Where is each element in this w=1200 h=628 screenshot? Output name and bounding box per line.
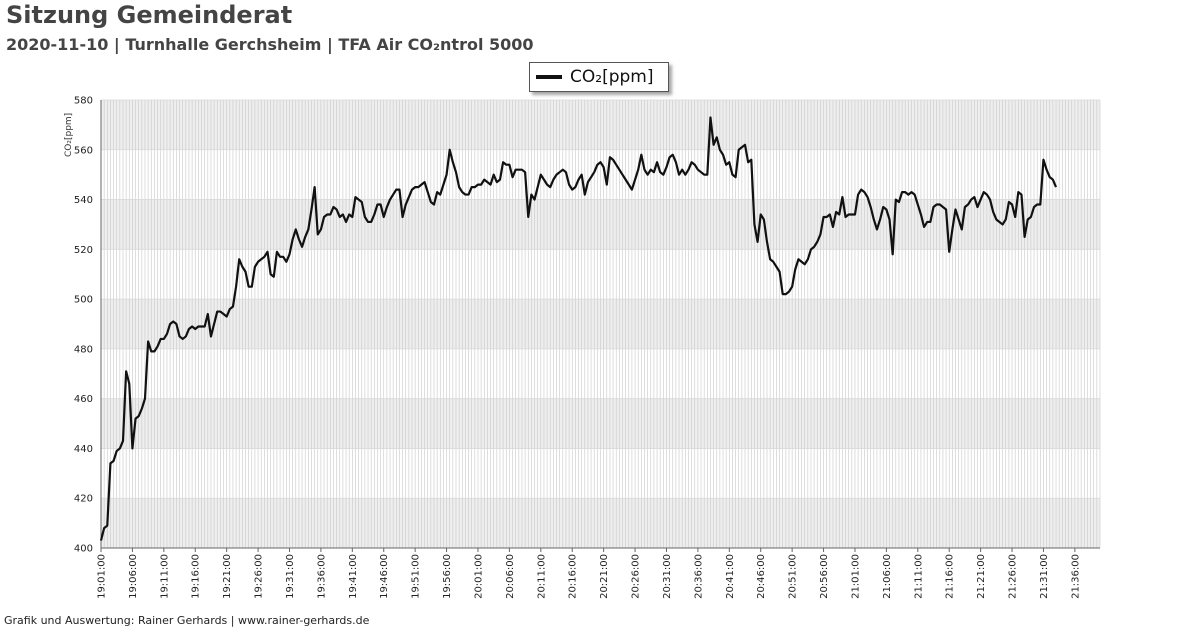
x-tick-label: 20:11:00 <box>536 554 547 599</box>
x-tick-label: 19:46:00 <box>379 554 390 599</box>
x-tick-label: 19:01:00 <box>97 554 108 599</box>
x-tick-label: 21:26:00 <box>1008 554 1019 599</box>
x-tick-label: 20:41:00 <box>725 554 736 599</box>
axes <box>100 100 1100 549</box>
series-group <box>99 116 1058 541</box>
y-tick-label: 420 <box>74 494 93 505</box>
y-tick-label: 400 <box>74 544 93 555</box>
x-tick-label: 20:31:00 <box>662 554 673 599</box>
x-tick-label: 20:26:00 <box>631 554 642 599</box>
x-tick-label: 19:31:00 <box>285 554 296 599</box>
x-tick-label: 20:16:00 <box>568 554 579 599</box>
x-tick-label: 20:51:00 <box>788 554 799 599</box>
x-tick-label: 19:36:00 <box>316 554 327 599</box>
x-tick-label: 21:16:00 <box>945 554 956 599</box>
x-tick-label: 19:26:00 <box>254 554 265 599</box>
chart-subtitle: 2020-11-10 | Turnhalle Gerchsheim | TFA … <box>6 35 534 54</box>
y-tick-label: 520 <box>74 245 93 256</box>
x-tick-label: 19:51:00 <box>411 554 422 599</box>
x-tick-label: 21:31:00 <box>1039 554 1050 599</box>
y-tick-label: 580 <box>74 96 93 107</box>
x-tick-label: 20:56:00 <box>819 554 830 599</box>
x-tick-label: 19:41:00 <box>348 554 359 599</box>
y-tick-label: 500 <box>74 295 93 306</box>
y-tick-label: 440 <box>74 444 93 455</box>
x-tick-label: 20:46:00 <box>756 554 767 599</box>
y-tick-labels: 400 420 440 460 480 500 520 540 560 580 <box>74 96 93 555</box>
legend-label: CO₂[ppm] <box>570 67 654 87</box>
x-tick-label: 21:01:00 <box>850 554 861 599</box>
x-tick-label: 19:21:00 <box>222 554 233 599</box>
x-tick-label: 21:06:00 <box>882 554 893 599</box>
y-tick-label: 540 <box>74 195 93 206</box>
x-tick-label: 21:21:00 <box>976 554 987 599</box>
x-tick-label: 20:21:00 <box>599 554 610 599</box>
x-tick-labels: 19:01:00 19:06:00 19:11:00 19:16:00 19:21:00… <box>97 548 1081 599</box>
x-tick-label: 20:06:00 <box>505 554 516 599</box>
x-tick-label: 19:56:00 <box>442 554 453 599</box>
y-tick-label: 480 <box>74 344 93 355</box>
x-tick-label: 19:11:00 <box>159 554 170 599</box>
vertical-gridlines <box>100 100 1101 548</box>
legend: CO₂[ppm] <box>529 62 669 92</box>
legend-line-swatch <box>536 75 562 79</box>
footer-credit: Grafik und Auswertung: Rainer Gerhards |… <box>4 614 370 627</box>
series-line-co2 <box>99 116 1058 541</box>
x-tick-label: 21:36:00 <box>1070 554 1081 599</box>
chart-title: Sitzung Gemeinderat <box>6 1 293 29</box>
y-tick-label: 460 <box>74 394 93 405</box>
y-tick-label: 560 <box>74 145 93 156</box>
x-tick-label: 19:16:00 <box>191 554 202 599</box>
x-tick-label: 20:01:00 <box>473 554 484 599</box>
x-tick-label: 21:11:00 <box>913 554 924 599</box>
x-tick-label: 19:06:00 <box>128 554 139 599</box>
x-tick-label: 20:36:00 <box>693 554 704 599</box>
y-axis-label: CO₂[ppm] <box>64 113 74 157</box>
